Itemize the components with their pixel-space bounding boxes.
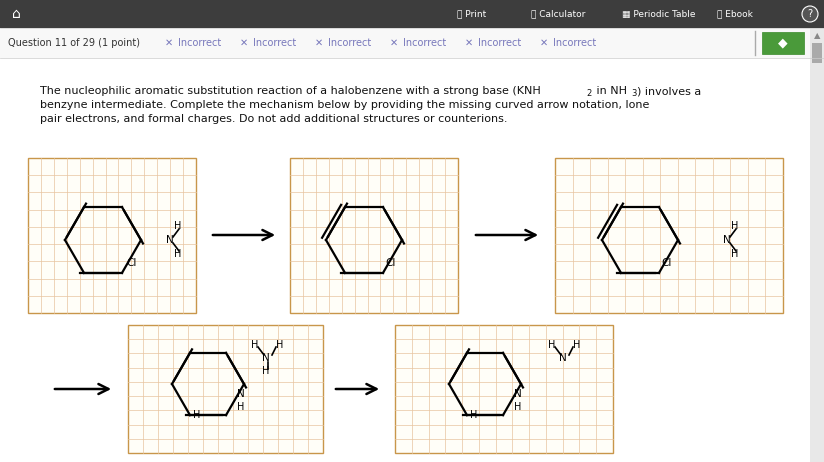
Bar bbox=[128, 325, 323, 453]
Text: 2: 2 bbox=[586, 89, 592, 98]
Text: H: H bbox=[470, 410, 477, 420]
Bar bbox=[28, 158, 196, 313]
Text: ✕: ✕ bbox=[315, 38, 323, 48]
Text: The nucleophilic aromatic substitution reaction of a halobenzene with a strong b: The nucleophilic aromatic substitution r… bbox=[40, 86, 541, 96]
Text: N: N bbox=[237, 389, 245, 399]
Text: in NH: in NH bbox=[593, 86, 627, 96]
Text: H: H bbox=[262, 366, 269, 376]
Text: H: H bbox=[514, 402, 522, 412]
Text: H: H bbox=[548, 340, 555, 350]
Text: Incorrect: Incorrect bbox=[478, 38, 522, 48]
Text: benzyne intermediate. Complete the mechanism below by providing the missing curv: benzyne intermediate. Complete the mecha… bbox=[40, 100, 649, 110]
Circle shape bbox=[802, 6, 818, 22]
Text: 📋 Calculator: 📋 Calculator bbox=[531, 10, 586, 18]
Bar bbox=[810, 28, 824, 462]
Text: H: H bbox=[193, 410, 200, 420]
Text: ▦ Periodic Table: ▦ Periodic Table bbox=[622, 10, 695, 18]
Text: pair electrons, and formal charges. Do not add additional structures or counteri: pair electrons, and formal charges. Do n… bbox=[40, 114, 508, 124]
Text: 📖 Ebook: 📖 Ebook bbox=[717, 10, 753, 18]
Text: N: N bbox=[166, 235, 174, 245]
Text: N: N bbox=[559, 353, 567, 363]
Text: 🖨 Print: 🖨 Print bbox=[457, 10, 486, 18]
Text: ✕: ✕ bbox=[540, 38, 548, 48]
Text: ?: ? bbox=[808, 9, 812, 19]
Text: ✕: ✕ bbox=[390, 38, 398, 48]
Text: Incorrect: Incorrect bbox=[328, 38, 372, 48]
Text: H: H bbox=[276, 340, 283, 350]
Text: ⌂: ⌂ bbox=[12, 7, 21, 21]
Text: H: H bbox=[174, 249, 181, 259]
Bar bbox=[0, 28, 810, 58]
Bar bbox=[555, 158, 783, 313]
Bar bbox=[290, 158, 458, 313]
Text: H: H bbox=[174, 221, 181, 231]
Text: H: H bbox=[237, 402, 245, 412]
Text: H: H bbox=[573, 340, 580, 350]
Text: ▲: ▲ bbox=[814, 31, 820, 41]
Text: N: N bbox=[514, 389, 522, 399]
Text: Cl: Cl bbox=[126, 258, 137, 268]
Text: Incorrect: Incorrect bbox=[253, 38, 297, 48]
Text: H: H bbox=[731, 221, 738, 231]
Text: Question 11 of 29 (1 point): Question 11 of 29 (1 point) bbox=[8, 38, 140, 48]
Text: ✕: ✕ bbox=[165, 38, 173, 48]
Text: ✕: ✕ bbox=[240, 38, 248, 48]
Text: Incorrect: Incorrect bbox=[403, 38, 447, 48]
Text: N: N bbox=[262, 353, 270, 363]
Text: Cl: Cl bbox=[385, 258, 396, 268]
Text: Incorrect: Incorrect bbox=[178, 38, 222, 48]
Text: H: H bbox=[731, 249, 738, 259]
Bar bbox=[812, 43, 822, 63]
Text: H: H bbox=[250, 340, 258, 350]
Text: Cl: Cl bbox=[661, 258, 672, 268]
Text: 3: 3 bbox=[631, 89, 636, 98]
Text: N: N bbox=[723, 235, 731, 245]
Bar bbox=[395, 325, 613, 453]
Text: ✕: ✕ bbox=[465, 38, 473, 48]
Text: Incorrect: Incorrect bbox=[553, 38, 597, 48]
Bar bbox=[762, 32, 804, 54]
Text: ◆: ◆ bbox=[778, 36, 788, 49]
Bar bbox=[0, 0, 824, 28]
Text: ) involves a: ) involves a bbox=[637, 86, 701, 96]
